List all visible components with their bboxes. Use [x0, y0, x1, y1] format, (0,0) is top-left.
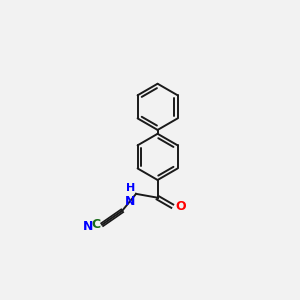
Text: N: N — [82, 220, 93, 233]
Text: H: H — [126, 183, 135, 193]
Text: C: C — [92, 218, 100, 231]
Text: N: N — [125, 195, 135, 208]
Text: O: O — [176, 200, 186, 213]
